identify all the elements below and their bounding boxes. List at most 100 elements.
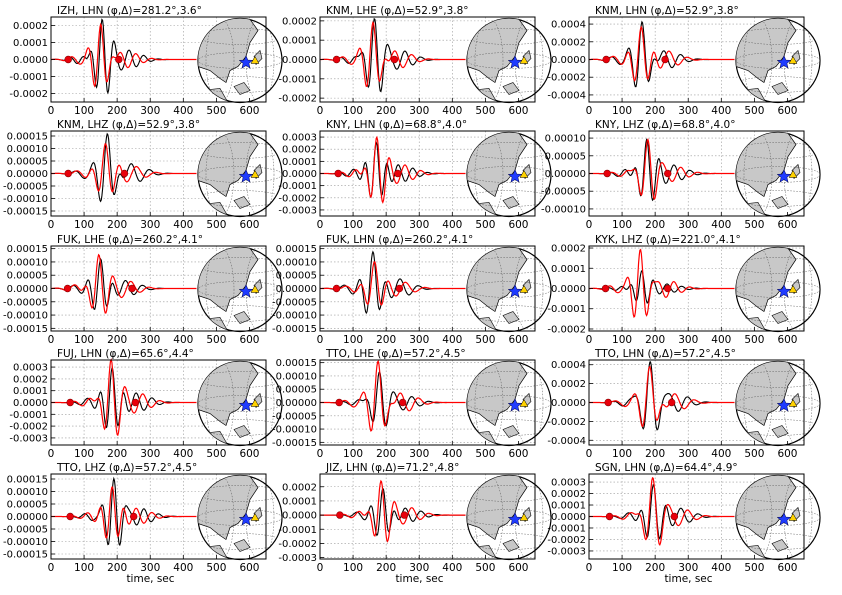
y-tick-label: 0.0002 (13, 21, 48, 32)
synthetic-trace (589, 248, 735, 318)
y-tick-label: 0.00015 (276, 358, 317, 369)
y-tick-label: -0.0002 (9, 89, 48, 100)
inset-globe (735, 131, 821, 218)
window-marker (131, 398, 140, 407)
inset-globe (735, 474, 821, 561)
land-mass (198, 132, 259, 198)
x-tick-label: 300 (140, 448, 160, 460)
window-marker (332, 284, 341, 293)
y-tick-label: -0.00005 (272, 297, 317, 308)
y-tick-label: 0.00000 (545, 169, 586, 180)
window-marker (115, 55, 123, 64)
x-tick-label: 300 (678, 219, 698, 231)
x-tick-label: 0 (586, 219, 593, 231)
longitude-line (474, 18, 504, 103)
inset-globe (735, 246, 821, 333)
y-tick-label: -0.00005 (3, 525, 48, 536)
synthetic-trace (320, 360, 466, 432)
y-tick-label: -0.0002 (278, 539, 317, 550)
x-tick-label: 500 (206, 334, 226, 346)
x-tick-label: 0 (586, 448, 593, 460)
x-tick-label: 400 (711, 448, 731, 460)
y-tick-label: 0.0002 (551, 489, 586, 500)
y-tick-label: 0.0004 (551, 20, 586, 31)
x-tick-label: 400 (442, 448, 462, 460)
x-tick-label: 500 (475, 334, 495, 346)
y-tick-label: 0.0000 (551, 512, 586, 523)
x-tick-label: 200 (645, 448, 665, 460)
station-triangle-icon (519, 55, 529, 64)
land-mass (736, 18, 797, 84)
x-tick-label: 200 (645, 219, 665, 231)
x-tick-label: 300 (409, 219, 429, 231)
station-triangle-icon (519, 398, 529, 407)
y-tick-label: -0.0002 (9, 422, 48, 433)
panel-title: SGN, LHN (φ,Δ)=64.4°,4.9° (595, 462, 738, 474)
longitude-line (743, 18, 773, 103)
synthetic-trace (51, 486, 197, 539)
x-tick-label: 300 (409, 448, 429, 460)
x-tick-label: 200 (645, 334, 665, 346)
x-tick-label: 0 (586, 105, 593, 117)
x-tick-label: 400 (173, 562, 193, 574)
synthetic-trace (51, 358, 197, 437)
synthetic-trace (51, 142, 197, 193)
y-tick-label: 0.0000 (13, 55, 48, 66)
x-tick-label: 600 (239, 105, 259, 117)
synthetic-trace (589, 137, 735, 201)
x-tick-label: 300 (140, 105, 160, 117)
epicenter-star-icon (776, 168, 792, 183)
y-tick-label: 0.0001 (551, 264, 586, 275)
land-mass (198, 247, 259, 313)
epicenter-star-icon (238, 397, 254, 412)
x-tick-label: 600 (777, 219, 797, 231)
inset-globe (466, 246, 552, 333)
panel-11: 0.00015 0.00010 0.00005 0.00000 -0.00005 -0.0… (272, 348, 552, 460)
y-tick-label: -0.0002 (547, 73, 586, 84)
x-tick-label: 300 (409, 105, 429, 117)
axes-frame (319, 473, 536, 560)
inset-globe (197, 131, 283, 218)
x-tick-label: 500 (475, 448, 495, 460)
longitude-line (743, 247, 773, 332)
x-tick-label: 100 (343, 219, 363, 231)
x-tick-label: 300 (409, 562, 429, 574)
land-mass (467, 247, 528, 313)
y-tick-label: -0.0002 (547, 535, 586, 546)
x-tick-label: 600 (508, 105, 528, 117)
y-tick-label: 0.00010 (276, 371, 317, 382)
window-marker (335, 398, 343, 407)
x-tick-label: 100 (343, 448, 363, 460)
panel-title: KNY, LHZ (φ,Δ)=68.8°,4.0° (595, 119, 735, 131)
x-tick-label: 100 (612, 105, 632, 117)
y-tick-label: 0.0000 (551, 55, 586, 66)
x-tick-label: 200 (107, 219, 127, 231)
y-tick-label: 0.00015 (7, 132, 48, 143)
inset-globe (735, 17, 821, 104)
y-tick-label: 0.0004 (551, 360, 586, 371)
y-tick-label: -0.00010 (3, 194, 48, 205)
longitude-line (474, 247, 504, 332)
land-mass (467, 132, 528, 198)
x-tick-label: 300 (140, 562, 160, 574)
x-tick-label: 600 (777, 105, 797, 117)
longitude-line (474, 361, 504, 446)
epicenter-star-icon (507, 168, 523, 183)
x-tick-label: 0 (317, 219, 324, 231)
x-tick-label: 400 (442, 219, 462, 231)
x-tick-label: 0 (586, 562, 593, 574)
synthetic-trace (51, 22, 197, 88)
y-tick-label: -0.00015 (272, 324, 317, 335)
panel-title: KYK, LHZ (φ,Δ)=221.0°,4.1° (595, 234, 741, 246)
epicenter-star-icon (238, 283, 254, 298)
y-tick-label: -0.0003 (278, 205, 317, 216)
synthetic-trace (589, 476, 735, 546)
y-tick-label: -0.0004 (547, 90, 586, 101)
longitude-line (743, 475, 773, 560)
y-tick-label: 0.0001 (13, 38, 48, 49)
y-tick-label: -0.0003 (547, 546, 586, 557)
window-marker (120, 169, 129, 178)
y-tick-label: 0.00000 (7, 284, 48, 295)
